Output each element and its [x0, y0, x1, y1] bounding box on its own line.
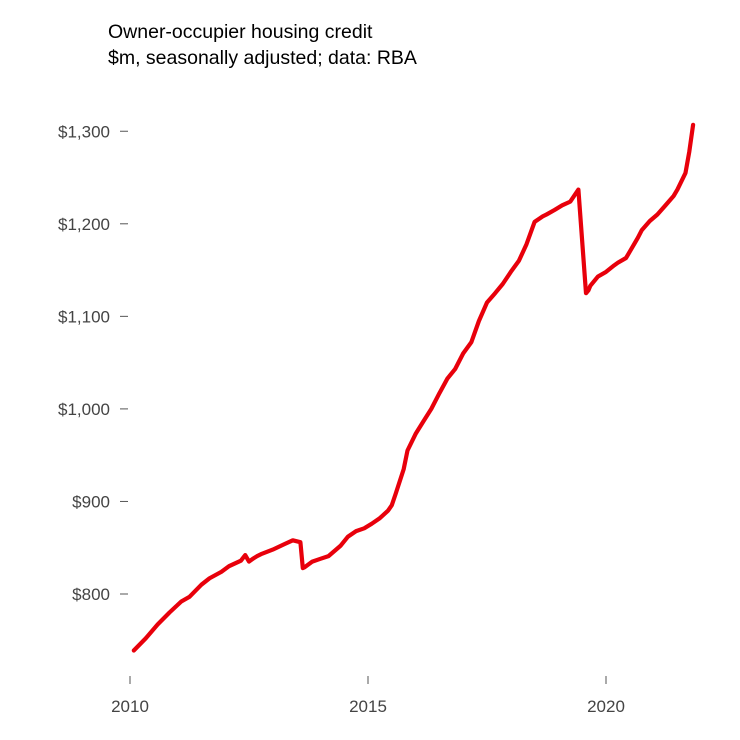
x-axis: 2010 2015 2020 [111, 676, 625, 716]
chart-title: Owner-occupier housing credit [108, 21, 373, 43]
series-group [131, 122, 696, 653]
chart-subtitle: $m, seasonally adjusted; data: RBA [108, 47, 417, 69]
x-tick-label: 2015 [349, 697, 387, 716]
y-axis: $800 $900 $1,000 $1,100 $1,200 $1,300 [58, 122, 128, 604]
y-tick-label: $1,100 [58, 307, 110, 326]
y-tick-label: $1,300 [58, 122, 110, 141]
x-tick-label: 2020 [587, 697, 625, 716]
y-tick-label: $1,200 [58, 215, 110, 234]
y-tick-label: $900 [72, 492, 110, 511]
x-tick-label: 2010 [111, 697, 149, 716]
series-line [131, 122, 696, 653]
y-tick-label: $800 [72, 585, 110, 604]
y-tick-label: $1,000 [58, 400, 110, 419]
